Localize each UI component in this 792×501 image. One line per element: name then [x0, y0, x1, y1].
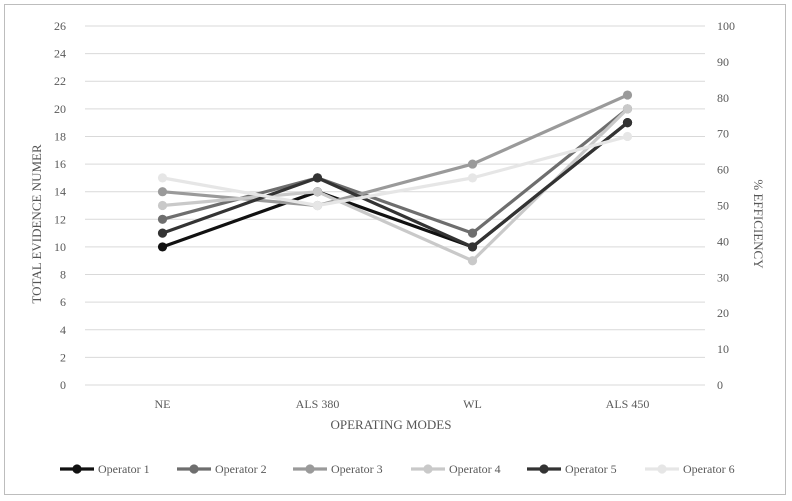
- legend-label: Operator 1: [98, 462, 150, 476]
- y-tick-label: 18: [54, 129, 66, 143]
- data-point: [157, 242, 168, 252]
- data-point: [157, 214, 168, 224]
- legend-item: Operator 2: [177, 462, 267, 476]
- x-tick-label: ALS 450: [606, 397, 650, 411]
- data-point: [622, 104, 633, 114]
- y2-tick-label: 10: [717, 342, 729, 356]
- legend-swatch-marker: [423, 464, 433, 474]
- y2-tick-label: 50: [717, 199, 729, 213]
- y2-tick-label: 30: [717, 270, 729, 284]
- data-point: [467, 173, 478, 183]
- y2-tick-label: 90: [717, 55, 729, 69]
- y-tick-label: 0: [60, 378, 66, 392]
- y2-tick-label: 60: [717, 163, 729, 177]
- data-point: [157, 187, 168, 197]
- y-axis-title: TOTAL EVIDENCE NUMER: [29, 144, 44, 304]
- x-axis-ticks: NE ALS 380 WL ALS 450: [155, 397, 650, 411]
- data-point: [467, 228, 478, 238]
- y2-tick-label: 40: [717, 234, 729, 248]
- y2-tick-label: 20: [717, 306, 729, 320]
- x-tick-label: ALS 380: [296, 397, 340, 411]
- y2-tick-label: 70: [717, 127, 729, 141]
- y2-axis-title: % EFFICIENCY: [751, 179, 766, 269]
- gridlines: [85, 25, 705, 386]
- legend-label: Operator 3: [331, 462, 383, 476]
- series-6: [157, 131, 633, 211]
- legend-item: Operator 5: [527, 462, 617, 476]
- legend-label: Operator 4: [449, 462, 501, 476]
- legend-label: Operator 6: [683, 462, 735, 476]
- chart-frame: [4, 4, 786, 495]
- y2-tick-label: 100: [717, 19, 735, 33]
- data-point: [622, 131, 633, 142]
- y-tick-label: 6: [60, 295, 66, 309]
- y-tick-label: 12: [54, 212, 66, 226]
- series-5: [157, 118, 633, 252]
- y-tick-label: 8: [60, 268, 66, 282]
- data-point: [467, 242, 478, 252]
- legend-swatch-marker: [72, 464, 82, 474]
- legend-swatch-marker: [305, 464, 315, 474]
- legend-item: Operator 1: [60, 462, 150, 476]
- series-group: [157, 90, 633, 266]
- x-axis-title: OPERATING MODES: [331, 417, 452, 432]
- legend-item: Operator 6: [645, 462, 735, 476]
- data-point: [157, 200, 168, 211]
- data-point: [312, 200, 323, 211]
- x-tick-label: WL: [463, 397, 482, 411]
- x-tick-label: NE: [155, 397, 171, 411]
- data-point: [157, 173, 168, 183]
- legend-label: Operator 5: [565, 462, 617, 476]
- y-tick-label: 2: [60, 350, 66, 364]
- legend-item: Operator 3: [293, 462, 383, 476]
- data-point: [467, 159, 478, 169]
- y-tick-label: 16: [54, 157, 66, 171]
- data-point: [312, 187, 323, 197]
- data-point: [467, 256, 478, 266]
- legend-item: Operator 4: [411, 462, 501, 476]
- data-point: [312, 173, 323, 183]
- data-point: [157, 228, 168, 238]
- y-tick-label: 22: [54, 74, 66, 88]
- legend: Operator 1 Operator 2 Operator 3 Operator 4…: [60, 462, 735, 476]
- y-tick-label: 14: [54, 185, 66, 199]
- y-tick-label: 26: [54, 19, 66, 33]
- y-tick-label: 4: [60, 323, 66, 337]
- data-point: [622, 90, 633, 100]
- y-tick-label: 24: [54, 47, 66, 61]
- y2-axis-ticks: 0 10 20 30 40 50 60 70 80 90 100: [717, 19, 735, 392]
- legend-swatch-marker: [539, 464, 549, 474]
- series-line: [161, 121, 629, 249]
- legend-swatch-marker: [657, 464, 667, 474]
- y-tick-label: 10: [54, 240, 66, 254]
- y-tick-label: 20: [54, 102, 66, 116]
- legend-label: Operator 2: [215, 462, 267, 476]
- y2-tick-label: 0: [717, 378, 723, 392]
- legend-swatch-marker: [189, 464, 199, 474]
- y2-tick-label: 80: [717, 91, 729, 105]
- data-point: [622, 118, 633, 128]
- series-line: [162, 134, 628, 208]
